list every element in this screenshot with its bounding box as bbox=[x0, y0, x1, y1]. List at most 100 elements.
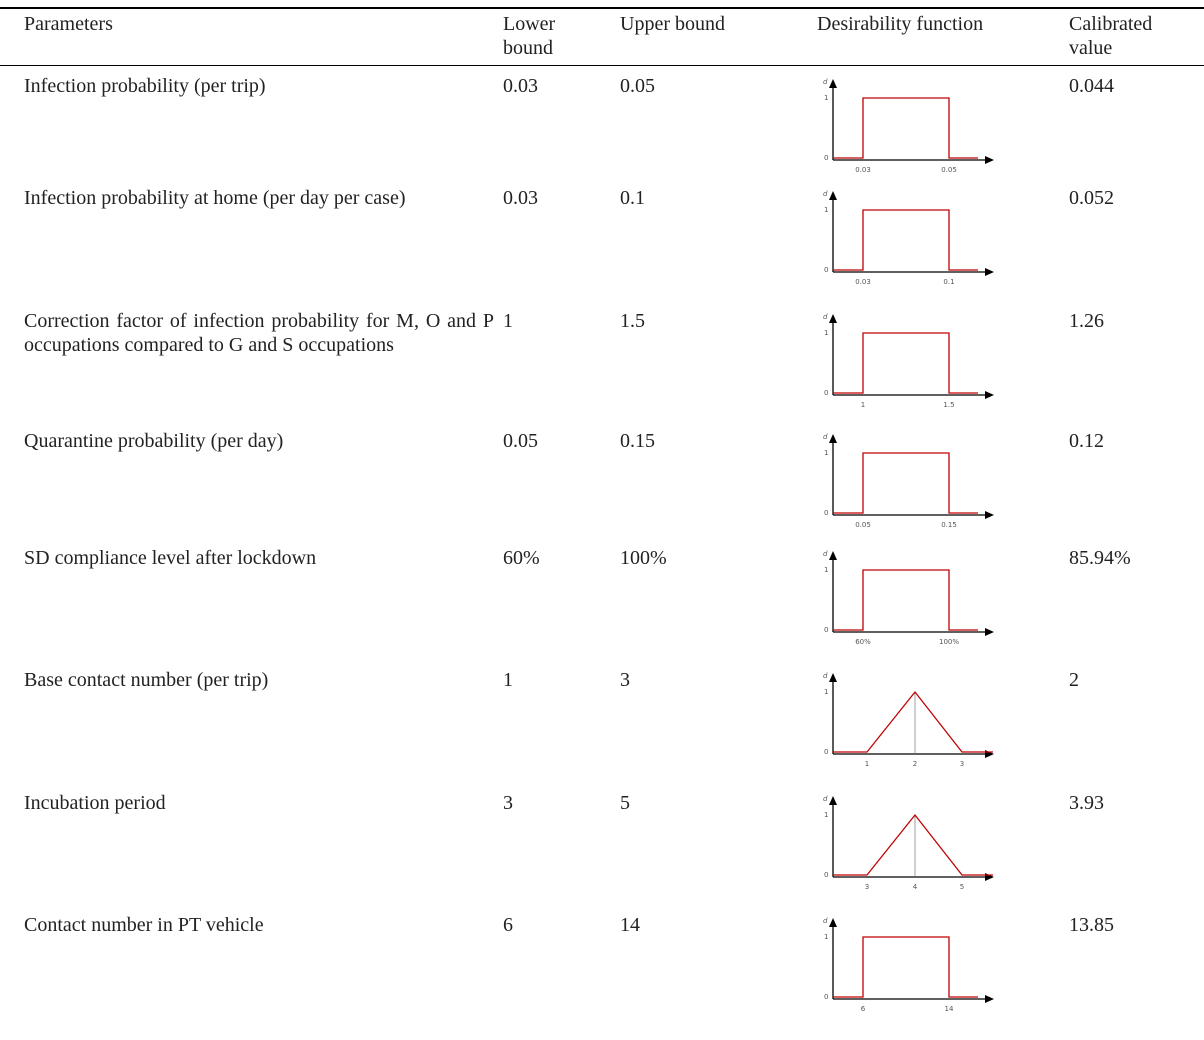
top-rule bbox=[0, 7, 1204, 9]
arrow bbox=[985, 156, 994, 164]
axis-label: d bbox=[823, 672, 828, 680]
lower-bound: 0.03 bbox=[503, 75, 538, 97]
diagram-tick: 6 bbox=[861, 1005, 866, 1013]
axis-high: 1 bbox=[824, 206, 828, 214]
calibrated-value: 0.052 bbox=[1069, 187, 1114, 209]
desirability-curve bbox=[833, 452, 978, 514]
calibrated-value: 0.12 bbox=[1069, 430, 1104, 452]
desirability-curve bbox=[833, 332, 978, 394]
calibrated-value: 1.26 bbox=[1069, 310, 1104, 332]
upper-bound: 5 bbox=[620, 792, 630, 814]
parameter: Infection probability (per trip) bbox=[24, 75, 266, 97]
axis-high: 1 bbox=[824, 566, 828, 574]
diagram-tick: 0.05 bbox=[855, 521, 871, 529]
arrow bbox=[829, 673, 837, 682]
lower-bound: 3 bbox=[503, 792, 513, 814]
arrow bbox=[985, 750, 994, 758]
diagram-tick: 0.15 bbox=[941, 521, 957, 529]
upper-bound: 0.05 bbox=[620, 75, 655, 97]
diagram-tick: 100% bbox=[939, 638, 959, 646]
desirability-diagram: d 1 0 0.03 0.05 bbox=[823, 78, 994, 174]
desirability-diagram: d 1 0 0.05 0.15 bbox=[823, 433, 994, 529]
upper-bound: 0.1 bbox=[620, 187, 645, 209]
axis-label: d bbox=[823, 917, 828, 925]
parameter: Incubation period bbox=[24, 792, 166, 814]
upper-bound: 14 bbox=[620, 914, 640, 936]
lower-bound: 60% bbox=[503, 547, 540, 569]
header-rule bbox=[0, 65, 1204, 66]
axis-low: 0 bbox=[824, 993, 828, 1001]
diagram-tick: 4 bbox=[913, 883, 918, 891]
desirability-curve bbox=[833, 690, 993, 753]
diagram-tick: 1 bbox=[861, 401, 865, 409]
parameter: SD compliance level after lockdown bbox=[24, 547, 317, 569]
parameter: Infection probability at home (per day p… bbox=[24, 187, 406, 209]
desirability-diagram: d 1 0 3 4 5 bbox=[823, 795, 994, 891]
calibrated-value: 2 bbox=[1069, 669, 1079, 691]
axis-label: d bbox=[823, 190, 828, 198]
header-cell: Upper bound bbox=[620, 13, 725, 35]
arrow bbox=[985, 873, 994, 881]
diagram-tick: 0.1 bbox=[943, 278, 954, 286]
arrow bbox=[985, 391, 994, 399]
calibrated-value: 3.93 bbox=[1069, 792, 1104, 814]
desirability-diagram: d 1 0 1 2 3 bbox=[823, 672, 994, 768]
desirability-diagram: d 1 0 6 14 bbox=[823, 917, 994, 1013]
axis-high: 1 bbox=[824, 449, 828, 457]
desirability-diagram: d 1 0 0.03 0.1 bbox=[823, 190, 994, 286]
diagram-tick: 1 bbox=[865, 760, 869, 768]
axis-label: d bbox=[823, 433, 828, 441]
axis-low: 0 bbox=[824, 266, 828, 274]
parameter: Quarantine probability (per day) bbox=[24, 430, 284, 452]
upper-bound: 0.15 bbox=[620, 430, 655, 452]
desirability-curve bbox=[833, 97, 978, 159]
upper-bound: 3 bbox=[620, 669, 630, 691]
header-cell: Parameters bbox=[24, 13, 113, 35]
upper-bound: 1.5 bbox=[620, 310, 645, 332]
desirability-curve bbox=[833, 936, 978, 998]
diagram-tick: 0.03 bbox=[855, 166, 871, 174]
diagram-tick: 2 bbox=[913, 760, 917, 768]
arrow bbox=[985, 995, 994, 1003]
calibrated-value: 13.85 bbox=[1069, 914, 1114, 936]
diagram-tick: 1.5 bbox=[943, 401, 954, 409]
diagram-tick: 0.05 bbox=[941, 166, 957, 174]
desirability-diagram: d 1 0 60% 100% bbox=[823, 550, 994, 646]
axis-label: d bbox=[823, 550, 828, 558]
axis-high: 1 bbox=[824, 811, 828, 819]
arrow bbox=[829, 434, 837, 443]
arrow bbox=[829, 551, 837, 560]
diagram-tick: 5 bbox=[960, 883, 964, 891]
diagram-tick: 60% bbox=[855, 638, 871, 646]
axis-low: 0 bbox=[824, 389, 828, 397]
calibrated-value: 0.044 bbox=[1069, 75, 1114, 97]
axis-low: 0 bbox=[824, 748, 828, 756]
lower-bound: 1 bbox=[503, 310, 513, 332]
axis-label: d bbox=[823, 313, 828, 321]
diagram-tick: 14 bbox=[945, 1005, 954, 1013]
parameter: Contact number in PT vehicle bbox=[24, 914, 264, 936]
parameter: Base contact number (per trip) bbox=[24, 669, 269, 691]
desirability-curve bbox=[833, 569, 978, 631]
desirability-curve bbox=[833, 813, 993, 876]
axis-high: 1 bbox=[824, 329, 828, 337]
axis-low: 0 bbox=[824, 154, 828, 162]
arrow bbox=[829, 79, 837, 88]
axis-label: d bbox=[823, 795, 828, 803]
diagram-tick: 3 bbox=[865, 883, 869, 891]
axis-high: 1 bbox=[824, 933, 828, 941]
diagram-tick: 3 bbox=[960, 760, 964, 768]
arrow bbox=[829, 191, 837, 200]
upper-bound: 100% bbox=[620, 547, 667, 569]
lower-bound: 0.03 bbox=[503, 187, 538, 209]
header-cell: Desirability function bbox=[817, 13, 984, 35]
parameter: Correction factor of infection probabili… bbox=[24, 310, 494, 356]
desirability-curve bbox=[833, 209, 978, 271]
arrow bbox=[829, 314, 837, 323]
lower-bound: 1 bbox=[503, 669, 513, 691]
header-cell: Calibrated value bbox=[1069, 13, 1153, 59]
arrow bbox=[985, 268, 994, 276]
arrow bbox=[829, 796, 837, 805]
axis-low: 0 bbox=[824, 871, 828, 879]
